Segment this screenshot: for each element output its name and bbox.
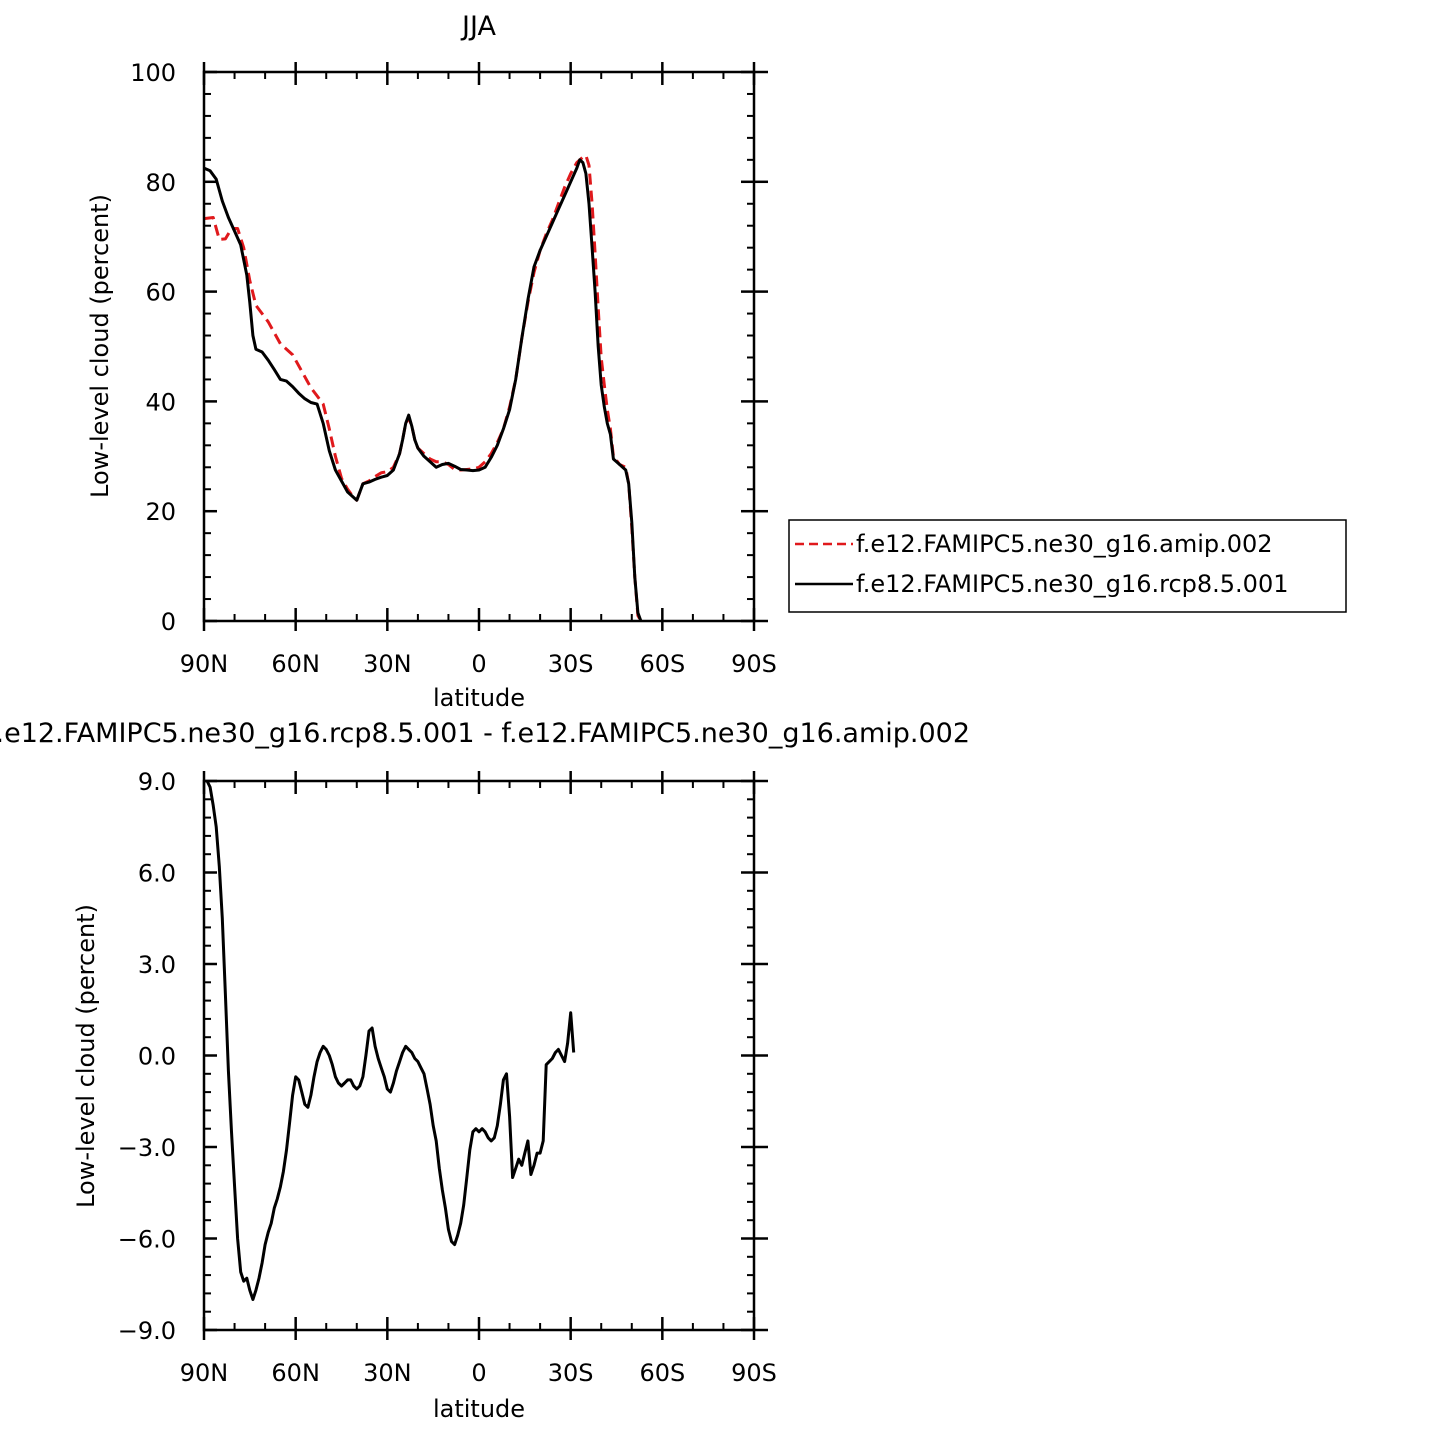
- axis-ticks: [202, 771, 768, 1340]
- y-tick-label: 9.0: [138, 768, 176, 796]
- tick-labels: 90N 60N 30N 0 30S 60S 90S 0 20 40 60 80 100: [130, 59, 777, 678]
- x-tick-label: 30S: [548, 1359, 594, 1387]
- y-tick-label: 0.0: [138, 1043, 176, 1071]
- x-tick-label: 60N: [271, 650, 320, 678]
- legend-label-amip: f.e12.FAMIPC5.ne30_g16.amip.002: [856, 530, 1273, 558]
- axis-ticks: [202, 62, 768, 631]
- tick-labels: 90N 60N 30N 0 30S 60S 90S −9.0 −6.0 −3.0 0.0 3.0 6.0…: [118, 768, 777, 1387]
- x-tick-label: 30N: [363, 1359, 412, 1387]
- plot-frame: [202, 779, 756, 1332]
- x-axis-label: latitude: [433, 1395, 525, 1423]
- legend: f.e12.FAMIPC5.ne30_g16.amip.002 f.e12.FA…: [788, 519, 1347, 613]
- y-tick-label: 6.0: [138, 860, 176, 888]
- y-tick-label: −9.0: [118, 1317, 176, 1345]
- x-tick-label: 0: [471, 1359, 486, 1387]
- x-tick-label: 60S: [639, 650, 685, 678]
- y-tick-label: 80: [145, 169, 176, 197]
- x-axis-label: latitude: [433, 684, 525, 712]
- y-tick-label: −6.0: [118, 1226, 176, 1254]
- chart-title: JJA: [460, 11, 496, 42]
- series-lines: [203, 153, 643, 622]
- legend-box: [788, 519, 1347, 613]
- x-tick-label: 30N: [363, 650, 412, 678]
- y-axis-label: Low-level cloud (percent): [86, 194, 114, 498]
- plot-frame: [202, 70, 756, 623]
- y-tick-label: 0: [161, 608, 176, 636]
- x-tick-label: 60N: [271, 1359, 320, 1387]
- chart-title: f.e12.FAMIPC5.ne30_g16.rcp8.5.001 - f.e1…: [0, 718, 970, 749]
- x-tick-label: 90N: [180, 1359, 229, 1387]
- chart-panel-difference: f.e12.FAMIPC5.ne30_g16.rcp8.5.001 - f.e1…: [0, 718, 970, 1423]
- y-axis-label: Low-level cloud (percent): [72, 904, 100, 1208]
- x-tick-label: 0: [471, 650, 486, 678]
- y-tick-label: 40: [145, 388, 176, 416]
- legend-label-rcp: f.e12.FAMIPC5.ne30_g16.rcp8.5.001: [856, 570, 1289, 598]
- series-line-0: [203, 153, 643, 622]
- series-line-0: [205, 780, 576, 1301]
- x-tick-label: 30S: [548, 650, 594, 678]
- series-lines: [205, 780, 576, 1301]
- y-tick-label: 20: [145, 498, 176, 526]
- series-line-1: [203, 158, 643, 622]
- y-tick-label: 60: [145, 279, 176, 307]
- x-tick-label: 60S: [639, 1359, 685, 1387]
- y-tick-label: 100: [130, 59, 176, 87]
- chart-panel-seasonal-mean: JJA Low-level cloud (percent) latitude 9…: [86, 11, 777, 712]
- x-tick-label: 90S: [731, 650, 777, 678]
- y-tick-label: −3.0: [118, 1134, 176, 1162]
- y-tick-label: 3.0: [138, 951, 176, 979]
- x-tick-label: 90N: [180, 650, 229, 678]
- x-tick-label: 90S: [731, 1359, 777, 1387]
